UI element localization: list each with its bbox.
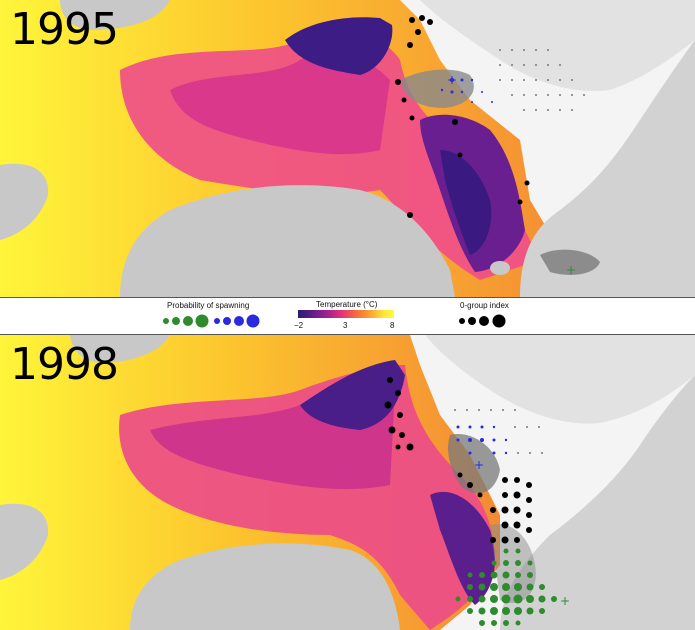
land-east [500, 375, 695, 630]
marker-blue-cross: + [474, 458, 484, 472]
land-northeast [425, 335, 695, 424]
land-northwest [70, 335, 170, 363]
map-canvas-1998: + + [0, 335, 695, 630]
spawn-grey-grid-1995 [499, 49, 585, 111]
land-south [130, 543, 400, 630]
temp-tick-mid: 3 [343, 321, 348, 330]
spawning-legend-title: Probability of spawning [167, 301, 250, 310]
lake [490, 261, 510, 275]
ocean-pink [170, 51, 390, 155]
map-canvas-1995: + + [0, 0, 695, 297]
marker-green-cross: + [566, 263, 576, 277]
spawn-blue-grid-1998 [456, 425, 508, 455]
zero-group-legend-title: 0-group index [460, 301, 509, 310]
temp-tick-max: 8 [390, 321, 395, 330]
marker-green-cross: + [560, 594, 570, 608]
spawning-legend-circles [163, 314, 260, 328]
year-label-1995: 1995 [10, 4, 119, 55]
ocean-cold-east [430, 491, 495, 605]
shelf-patch-2 [490, 524, 536, 604]
legend: Probability of spawning Temperature (°C) [0, 297, 695, 335]
temp-tick-min: −2 [294, 321, 304, 330]
marker-blue-cross: + [447, 73, 457, 87]
land-northwest [60, 0, 170, 30]
spawn-green-grid-1998 [455, 548, 557, 626]
temperature-legend-title: Temperature (°C) [316, 300, 378, 309]
year-label-1998: 1998 [10, 339, 119, 390]
shelf-patch [448, 434, 500, 494]
land-east [520, 40, 695, 297]
zero-group-dots-1995 [395, 15, 530, 218]
ocean-cold-north [300, 360, 405, 430]
zero-group-legend-circles [459, 314, 506, 328]
land-west [0, 503, 49, 580]
zero-group-dots-1998 [384, 377, 532, 544]
land-south [120, 185, 455, 297]
map-panel-1998: + + 1998 [0, 335, 695, 630]
map-panel-1995: + + 1995 [0, 0, 695, 297]
temperature-colorbar [298, 310, 394, 318]
shelf-patch-2 [540, 249, 600, 275]
spawn-grey-grid-1998 [454, 409, 543, 454]
land-northeast [420, 0, 695, 91]
land-west [0, 163, 49, 240]
ocean-cold-east2 [440, 150, 492, 255]
ocean-cold-north [285, 17, 393, 75]
spawn-blue-grid-1995 [440, 78, 493, 103]
shelf-patch [400, 69, 474, 108]
